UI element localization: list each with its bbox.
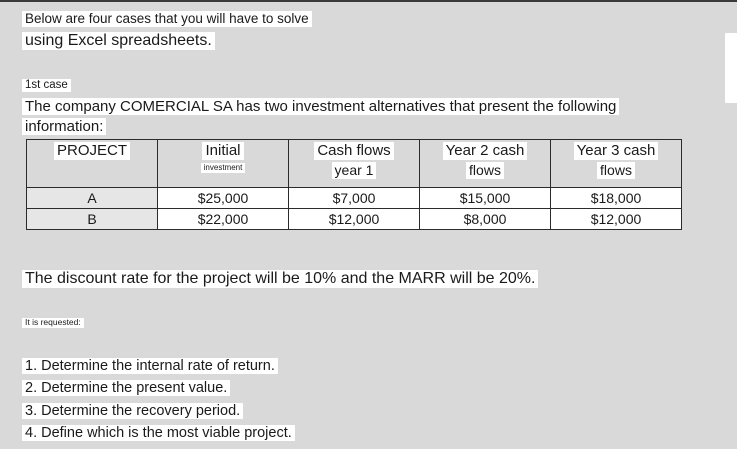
cell-year2-value: $15,000 xyxy=(456,190,514,206)
cell-project: A xyxy=(26,187,158,209)
table-header-row: PROJECT Initial investment Cash flows ye… xyxy=(26,139,682,188)
cell-year2-value: $8,000 xyxy=(460,211,510,227)
top-border-line xyxy=(0,0,737,2)
list-item: 2. Determine the present value. xyxy=(22,379,295,397)
header-year3-sub: flows xyxy=(597,162,635,179)
cell-year1: $12,000 xyxy=(288,208,420,230)
cell-year1-value: $12,000 xyxy=(325,211,383,227)
header-initial-sub: investment xyxy=(200,163,246,173)
request-text: 2. Determine the present value. xyxy=(22,380,231,397)
case-description-line-2: information: xyxy=(22,118,107,136)
case-label: 1st case xyxy=(22,79,71,93)
cell-year3-value: $18,000 xyxy=(587,190,645,206)
header-year1-sub: year 1 xyxy=(331,162,377,179)
list-item: 1. Determine the internal rate of return… xyxy=(22,357,295,375)
cell-initial-value: $25,000 xyxy=(194,190,252,206)
header-year2: Year 2 cash flows xyxy=(419,139,551,188)
list-item: 4. Define which is the most viable proje… xyxy=(22,424,295,442)
header-year2-main: Year 2 cash xyxy=(442,142,528,160)
cell-initial: $25,000 xyxy=(157,187,289,209)
list-item: 3. Determine the recovery period. xyxy=(22,402,295,420)
table-row: B $22,000 $12,000 $8,000 $12,000 xyxy=(26,208,682,230)
cell-initial: $22,000 xyxy=(157,208,289,230)
cell-year1-value: $7,000 xyxy=(329,190,379,206)
header-year1: Cash flows year 1 xyxy=(288,139,420,188)
request-text: 1. Determine the internal rate of return… xyxy=(22,358,278,374)
cell-year1: $7,000 xyxy=(288,187,420,209)
cell-project: B xyxy=(26,208,158,230)
cell-initial-value: $22,000 xyxy=(194,211,252,227)
header-year3-main: Year 3 cash xyxy=(573,142,659,160)
cell-year3: $18,000 xyxy=(550,187,682,209)
table-row: A $25,000 $7,000 $15,000 $18,000 xyxy=(26,187,682,209)
header-year2-sub: flows xyxy=(466,162,504,179)
header-initial-main: Initial xyxy=(202,142,244,160)
cash-flow-table: PROJECT Initial investment Cash flows ye… xyxy=(26,139,682,230)
case-description-line-1: The company COMERCIAL SA has two investm… xyxy=(22,98,620,116)
requested-label: It is requested: xyxy=(22,317,84,328)
requests-list: 1. Determine the internal rate of return… xyxy=(22,357,295,447)
discount-rate-text: The discount rate for the project will b… xyxy=(22,270,539,289)
header-project: PROJECT xyxy=(26,139,158,188)
header-year3: Year 3 cash flows xyxy=(550,139,682,188)
cell-year3: $12,000 xyxy=(550,208,682,230)
cell-year2: $15,000 xyxy=(419,187,551,209)
cell-year2: $8,000 xyxy=(419,208,551,230)
header-initial-investment: Initial investment xyxy=(157,139,289,188)
request-text: 3. Determine the recovery period. xyxy=(22,402,244,419)
side-white-box xyxy=(725,33,737,103)
intro-line-1: Below are four cases that you will have … xyxy=(22,11,312,27)
request-text: 4. Define which is the most viable proje… xyxy=(22,425,295,442)
intro-line-2: using Excel spreadsheets. xyxy=(22,32,215,51)
cell-year3-value: $12,000 xyxy=(587,211,645,227)
header-project-label: PROJECT xyxy=(53,142,130,160)
header-year1-main: Cash flows xyxy=(314,142,394,160)
